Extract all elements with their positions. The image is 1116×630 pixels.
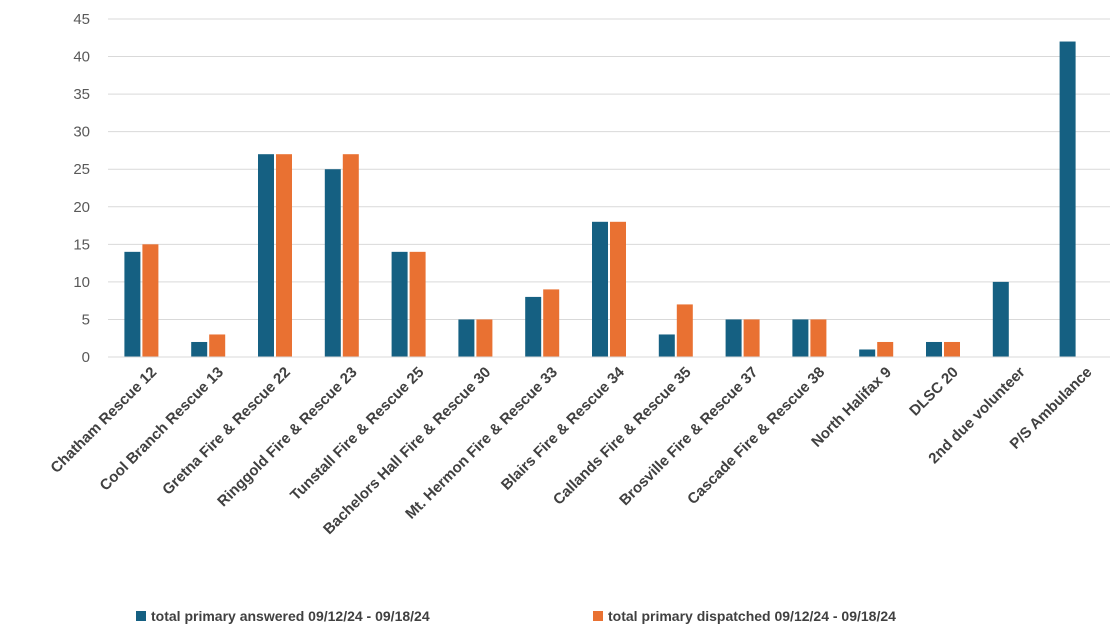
legend-swatch bbox=[136, 611, 146, 621]
x-category-label: Cool Branch Rescue 13 bbox=[97, 364, 228, 495]
bars bbox=[124, 41, 1076, 358]
bar-dispatched bbox=[810, 319, 827, 357]
y-tick-label: 15 bbox=[73, 236, 90, 253]
bar-answered bbox=[992, 281, 1009, 357]
bar-answered bbox=[525, 296, 542, 357]
x-category-label: Brosville Fire & Rescue 37 bbox=[616, 364, 761, 509]
y-tick-label: 20 bbox=[73, 199, 90, 216]
bar-answered bbox=[926, 341, 942, 357]
bar-answered bbox=[658, 334, 675, 357]
bar-answered bbox=[792, 319, 809, 357]
bar-answered bbox=[391, 251, 408, 357]
bar-dispatched bbox=[877, 341, 894, 357]
y-axis-tick-labels: 0 5 10 15 20 25 30 35 40 45 bbox=[73, 11, 90, 366]
y-tick-label: 0 bbox=[82, 349, 90, 366]
bar-dispatched bbox=[944, 341, 960, 357]
bar-dispatched bbox=[743, 319, 760, 357]
bar-dispatched bbox=[342, 154, 359, 357]
y-tick-label: 30 bbox=[73, 124, 90, 141]
y-tick-label: 5 bbox=[82, 311, 90, 328]
x-category-label: Chatham Rescue 12 bbox=[47, 364, 160, 477]
bar-answered bbox=[124, 251, 141, 357]
bar-dispatched bbox=[409, 251, 426, 357]
bar-answered bbox=[725, 319, 742, 357]
x-category-label: Blairs Fire & Rescue 34 bbox=[498, 363, 628, 493]
y-tick-label: 10 bbox=[73, 274, 90, 291]
bar-answered bbox=[592, 221, 608, 357]
x-category-label: Tunstall Fire & Rescue 25 bbox=[287, 364, 427, 504]
x-category-label: Cascade Fire & Rescue 38 bbox=[684, 364, 828, 508]
y-tick-label: 35 bbox=[73, 86, 90, 103]
x-category-label: DLSC 20 bbox=[906, 364, 962, 420]
bar-dispatched bbox=[142, 244, 159, 357]
bar-dispatched bbox=[676, 304, 693, 357]
y-tick-label: 40 bbox=[73, 49, 90, 66]
legend-label: total primary dispatched 09/12/24 - 09/1… bbox=[608, 608, 896, 624]
bar-dispatched bbox=[209, 334, 226, 357]
y-tick-label: 45 bbox=[73, 11, 90, 28]
bar-dispatched bbox=[276, 154, 292, 357]
bar-answered bbox=[859, 349, 876, 357]
bar-dispatched bbox=[476, 319, 493, 357]
bar-answered bbox=[258, 154, 274, 357]
bar-answered bbox=[324, 169, 341, 357]
bar-answered bbox=[458, 319, 475, 357]
x-category-label: Gretna Fire & Rescue 22 bbox=[159, 364, 294, 499]
bar-dispatched bbox=[543, 289, 560, 357]
bar-dispatched bbox=[610, 221, 626, 357]
x-category-label: Ringgold Fire & Rescue 23 bbox=[214, 364, 360, 510]
legend-swatch bbox=[593, 611, 603, 621]
bar-answered bbox=[191, 341, 208, 357]
bar-answered bbox=[1059, 41, 1076, 358]
y-tick-label: 25 bbox=[73, 161, 90, 178]
gridlines bbox=[108, 18, 1110, 320]
legend-label: total primary answered 09/12/24 - 09/18/… bbox=[151, 608, 430, 624]
x-category-label: Callands Fire & Rescue 35 bbox=[550, 364, 695, 509]
legend: total primary answered 09/12/24 - 09/18/… bbox=[136, 608, 896, 624]
